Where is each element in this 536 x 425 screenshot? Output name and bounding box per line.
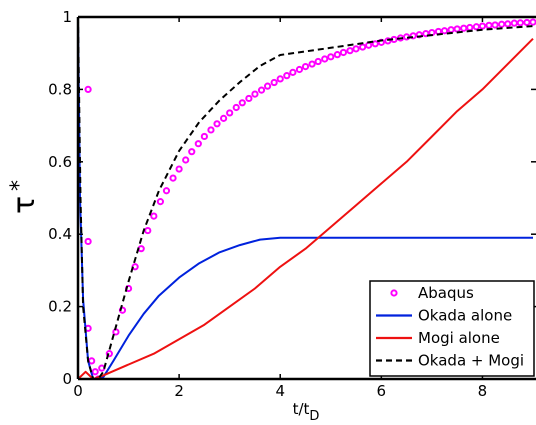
abaqus-marker bbox=[226, 109, 234, 117]
abaqus-marker bbox=[84, 237, 92, 246]
abaqus-marker bbox=[339, 48, 348, 57]
abaqus-marker bbox=[321, 55, 329, 63]
abaqus-marker bbox=[491, 21, 499, 29]
y-tick-label: 0 bbox=[62, 370, 72, 388]
y-tick-label: 0.2 bbox=[48, 298, 72, 316]
abaqus-marker bbox=[257, 86, 266, 94]
abaqus-marker bbox=[156, 198, 165, 206]
series-line-1 bbox=[78, 20, 533, 379]
abaqus-marker bbox=[213, 120, 221, 128]
y-axis-title: τ* bbox=[7, 180, 42, 214]
abaqus-marker bbox=[371, 40, 379, 48]
abaqus-marker bbox=[263, 82, 272, 90]
y-tick-label: 1 bbox=[62, 8, 72, 26]
x-axis-title-sub: D bbox=[309, 409, 319, 424]
abaqus-marker bbox=[220, 114, 228, 122]
abaqus-marker bbox=[504, 20, 512, 28]
abaqus-marker bbox=[352, 45, 360, 53]
legend-label-0: Abaqus bbox=[418, 284, 474, 302]
series-layer bbox=[78, 17, 536, 379]
abaqus-marker bbox=[207, 126, 215, 134]
abaqus-marker bbox=[314, 57, 322, 66]
abaqus-marker bbox=[301, 62, 310, 71]
abaqus-marker bbox=[295, 65, 304, 74]
y-tick-label: 0.4 bbox=[48, 225, 72, 243]
abaqus-marker bbox=[422, 30, 430, 38]
abaqus-marker bbox=[270, 78, 278, 87]
abaqus-marker bbox=[105, 350, 113, 358]
abaqus-marker bbox=[346, 47, 354, 55]
y-tick-label: 0.6 bbox=[48, 153, 72, 171]
y-axis-title-main: τ bbox=[7, 196, 42, 214]
series-line-2 bbox=[78, 37, 534, 379]
abaqus-marker bbox=[91, 368, 99, 376]
abaqus-marker bbox=[516, 19, 524, 27]
x-axis-title: t/tD bbox=[293, 400, 320, 424]
legend-label-2: Mogi alone bbox=[418, 329, 500, 347]
x-tick-label: 0 bbox=[73, 382, 83, 400]
abaqus-marker bbox=[84, 85, 92, 94]
x-tick-label: 2 bbox=[174, 382, 184, 400]
legend-marker-0 bbox=[390, 289, 398, 297]
abaqus-marker bbox=[276, 75, 284, 83]
abaqus-marker bbox=[333, 51, 341, 59]
abaqus-marker bbox=[144, 226, 152, 235]
abaqus-marker bbox=[169, 174, 177, 182]
abaqus-marker bbox=[478, 22, 487, 30]
x-tick-label: 6 bbox=[377, 382, 387, 400]
abaqus-marker bbox=[194, 140, 202, 148]
abaqus-marker bbox=[245, 94, 253, 103]
legend-label-1: Okada alone bbox=[418, 307, 512, 325]
abaqus-marker bbox=[162, 187, 171, 195]
x-axis-title-main: t/t bbox=[293, 400, 310, 418]
abaqus-marker bbox=[188, 148, 196, 156]
abaqus-marker bbox=[289, 68, 297, 76]
x-tick-label: 4 bbox=[275, 382, 285, 400]
abaqus-marker bbox=[409, 32, 417, 40]
abaqus-marker bbox=[308, 60, 316, 68]
series-line-3 bbox=[78, 17, 534, 379]
abaqus-marker bbox=[182, 156, 190, 164]
legend: Abaqus Okada alone Mogi alone Okada + Mogi bbox=[369, 280, 535, 377]
abaqus-marker bbox=[283, 72, 291, 80]
axes-layer: 0 2 4 6 800.20.40.60.81t/tDτ* bbox=[7, 8, 536, 424]
y-tick-label: 0.8 bbox=[48, 80, 72, 98]
abaqus-marker bbox=[238, 99, 246, 107]
y-axis-title-sup: * bbox=[7, 180, 32, 191]
abaqus-marker bbox=[359, 43, 367, 51]
abaqus-marker bbox=[175, 165, 183, 173]
legend-label-3: Okada + Mogi bbox=[418, 352, 524, 370]
abaqus-marker bbox=[150, 212, 158, 220]
abaqus-marker bbox=[232, 103, 240, 112]
x-tick-label: 8 bbox=[478, 382, 488, 400]
abaqus-marker bbox=[440, 27, 449, 35]
abaqus-marker bbox=[384, 37, 392, 45]
abaqus-marker bbox=[251, 90, 259, 98]
abaqus-marker bbox=[200, 132, 208, 141]
abaqus-marker bbox=[327, 53, 335, 61]
